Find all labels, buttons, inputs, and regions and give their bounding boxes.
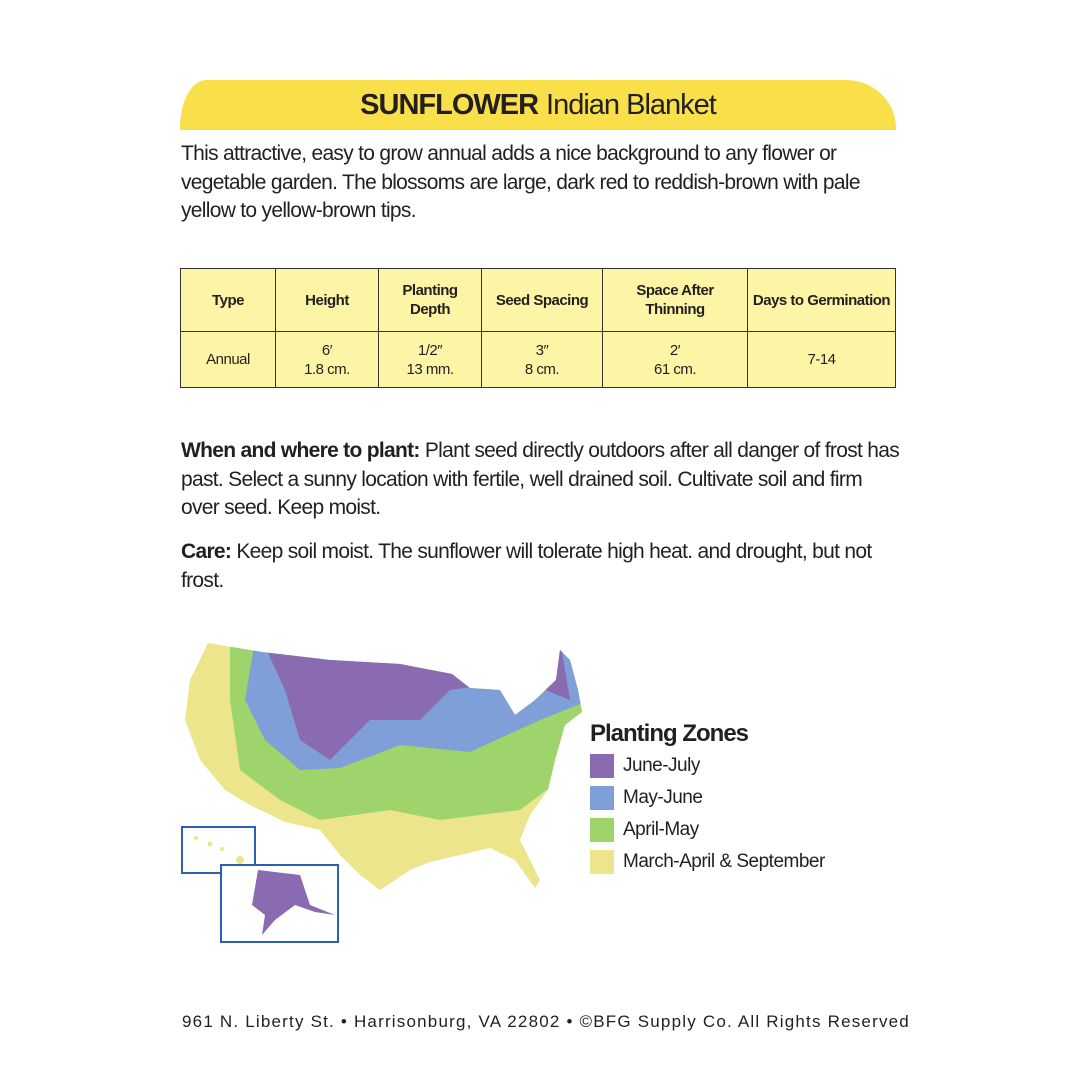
col-header: Seed Spacing — [481, 268, 603, 332]
cell-height: 6′ 1.8 cm. — [275, 331, 379, 388]
legend-title: Planting Zones — [590, 720, 749, 747]
care-section: Care: Keep soil moist. The sunflower wil… — [181, 540, 872, 592]
title-bold: SUNFLOWER — [360, 88, 539, 121]
cell-depth: 1/2″ 13 mm. — [378, 331, 482, 388]
cell-thinning: 2′ 61 cm. — [602, 331, 748, 388]
footer-address: 961 N. Liberty St. • Harrisonburg, VA 22… — [182, 1012, 910, 1031]
cell-germination: 7-14 — [747, 331, 896, 388]
alaska-shape — [252, 870, 335, 935]
col-header: Type — [180, 268, 276, 332]
title-variety: Indian Blanket — [546, 88, 717, 121]
legend-swatch — [590, 754, 614, 778]
table-row: Annual 6′ 1.8 cm. 1/2″ 13 mm. 3″ 8 cm. 2′ 61… — [180, 331, 896, 388]
col-header: Planting Depth — [378, 268, 482, 332]
planting-table: Type Height Planting Depth Seed Spacing … — [180, 268, 896, 388]
title-banner: SUNFLOWER Indian Blanket — [180, 80, 896, 130]
hawaii-islands — [194, 836, 244, 864]
planting-zone-map — [181, 643, 582, 943]
when-where-section: When and where to plant: Plant seed dire… — [181, 439, 900, 519]
cell-type: Annual — [180, 331, 276, 388]
legend-swatch — [590, 786, 614, 810]
col-header: Space After Thinning — [602, 268, 748, 332]
table-header-row: Type Height Planting Depth Seed Spacing … — [180, 268, 896, 332]
cell-spacing: 3″ 8 cm. — [481, 331, 603, 388]
legend-item: April-May — [590, 818, 699, 842]
legend-swatch — [590, 818, 614, 842]
description: This attractive, easy to grow annual add… — [181, 142, 860, 222]
legend-item: May-June — [590, 786, 703, 810]
legend-item: March-April & September — [590, 850, 825, 874]
legend-item: June-July — [590, 754, 700, 778]
col-header: Height — [275, 268, 379, 332]
legend-swatch — [590, 850, 614, 874]
col-header: Days to Germination — [747, 268, 896, 332]
